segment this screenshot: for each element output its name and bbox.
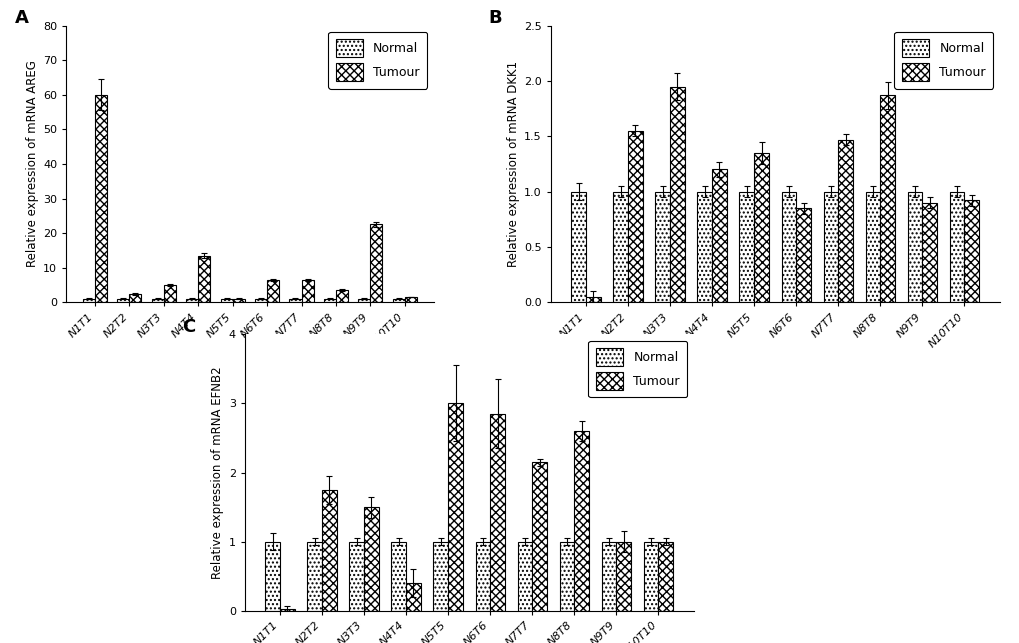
- Bar: [921, 203, 936, 302]
- Bar: [364, 507, 378, 611]
- Bar: [232, 299, 245, 302]
- Bar: [164, 285, 175, 302]
- Bar: [796, 208, 810, 302]
- Bar: [447, 404, 463, 611]
- Bar: [571, 192, 585, 302]
- Bar: [658, 541, 673, 611]
- Bar: [475, 541, 490, 611]
- Bar: [532, 462, 546, 611]
- Bar: [220, 299, 232, 302]
- Bar: [964, 201, 978, 302]
- Bar: [95, 95, 107, 302]
- Bar: [307, 541, 322, 611]
- Bar: [654, 192, 669, 302]
- Bar: [289, 299, 302, 302]
- Bar: [838, 140, 852, 302]
- Text: A: A: [15, 9, 29, 27]
- Legend: Normal, Tumour: Normal, Tumour: [328, 32, 427, 89]
- Bar: [129, 294, 142, 302]
- Bar: [615, 541, 631, 611]
- Bar: [739, 192, 753, 302]
- Text: C: C: [181, 318, 195, 336]
- Bar: [198, 255, 210, 302]
- Bar: [186, 299, 198, 302]
- Bar: [907, 192, 921, 302]
- Bar: [574, 431, 589, 611]
- Bar: [117, 299, 129, 302]
- Bar: [585, 296, 600, 302]
- Bar: [83, 299, 95, 302]
- Bar: [152, 299, 164, 302]
- Bar: [517, 541, 532, 611]
- Bar: [406, 583, 421, 611]
- Bar: [781, 192, 796, 302]
- Legend: Normal, Tumour: Normal, Tumour: [588, 341, 687, 397]
- Bar: [392, 299, 405, 302]
- Text: B: B: [487, 9, 501, 27]
- Bar: [628, 131, 642, 302]
- Bar: [391, 541, 406, 611]
- Bar: [697, 192, 711, 302]
- Bar: [559, 541, 574, 611]
- Legend: Normal, Tumour: Normal, Tumour: [894, 32, 993, 89]
- Y-axis label: Relative expression of mRNA AREG: Relative expression of mRNA AREG: [25, 60, 39, 267]
- Bar: [711, 170, 727, 302]
- Y-axis label: Relative expression of mRNA DKK1: Relative expression of mRNA DKK1: [506, 61, 520, 267]
- Bar: [348, 541, 364, 611]
- Y-axis label: Relative expression of mRNA EFNB2: Relative expression of mRNA EFNB2: [211, 367, 224, 579]
- Bar: [822, 192, 838, 302]
- Bar: [405, 297, 417, 302]
- Bar: [322, 490, 336, 611]
- Bar: [324, 299, 335, 302]
- Bar: [358, 299, 370, 302]
- Bar: [267, 280, 279, 302]
- Bar: [949, 192, 964, 302]
- Bar: [865, 192, 879, 302]
- Bar: [669, 87, 684, 302]
- Bar: [643, 541, 658, 611]
- Bar: [255, 299, 267, 302]
- Bar: [612, 192, 628, 302]
- Bar: [302, 280, 313, 302]
- Bar: [265, 541, 279, 611]
- Bar: [490, 414, 504, 611]
- Bar: [879, 95, 895, 302]
- Bar: [753, 153, 768, 302]
- Bar: [335, 290, 347, 302]
- Bar: [601, 541, 615, 611]
- Bar: [279, 610, 294, 611]
- Bar: [433, 541, 447, 611]
- Bar: [370, 224, 382, 302]
